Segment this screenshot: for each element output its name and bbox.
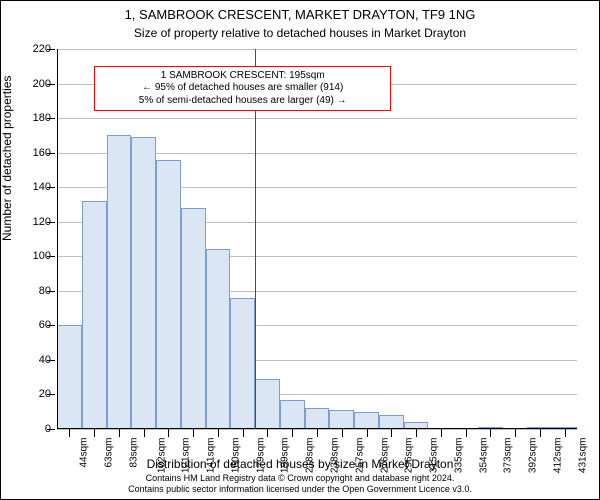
gridline <box>57 49 577 50</box>
footer-line-2: Contains public sector information licen… <box>1 484 599 495</box>
annotation-line: ← 95% of detached houses are smaller (91… <box>101 82 384 95</box>
bar <box>305 408 330 429</box>
x-tick <box>218 429 219 437</box>
annotation-line: 1 SAMBROOK CRESCENT: 195sqm <box>101 70 384 83</box>
y-tick-label: 60 <box>21 319 51 331</box>
x-tick <box>292 429 293 437</box>
y-axis <box>57 49 58 429</box>
x-tick <box>441 429 442 437</box>
bar <box>131 137 156 429</box>
y-tick-label: 200 <box>21 78 51 90</box>
bar <box>280 400 305 429</box>
y-tick-label: 100 <box>21 250 51 262</box>
x-tick <box>317 429 318 437</box>
x-tick <box>267 429 268 437</box>
bar <box>181 208 206 429</box>
bar <box>82 201 107 429</box>
footer-line-1: Contains HM Land Registry data © Crown c… <box>1 473 599 484</box>
y-tick-label: 20 <box>21 388 51 400</box>
bar <box>329 410 354 429</box>
x-tick <box>168 429 169 437</box>
x-tick <box>466 429 467 437</box>
gridline <box>57 118 577 119</box>
y-tick-label: 180 <box>21 112 51 124</box>
bar <box>206 249 231 429</box>
bar <box>379 415 404 429</box>
footer: Contains HM Land Registry data © Crown c… <box>1 473 599 495</box>
x-tick <box>193 429 194 437</box>
x-tick <box>94 429 95 437</box>
bar <box>156 160 181 429</box>
bar <box>57 325 82 429</box>
y-tick-label: 40 <box>21 354 51 366</box>
x-tick <box>391 429 392 437</box>
x-tick <box>243 429 244 437</box>
annotation-line: 5% of semi-detached houses are larger (4… <box>101 95 384 108</box>
x-tick <box>69 429 70 437</box>
bar <box>107 135 132 429</box>
y-tick-label: 0 <box>21 423 51 435</box>
x-tick <box>565 429 566 437</box>
x-tick <box>367 429 368 437</box>
y-axis-title: Number of detached properties <box>0 76 14 241</box>
x-tick <box>342 429 343 437</box>
chart-subtitle: Size of property relative to detached ho… <box>1 26 599 40</box>
annotation-box: 1 SAMBROOK CRESCENT: 195sqm← 95% of deta… <box>94 66 391 112</box>
x-tick <box>416 429 417 437</box>
x-tick <box>119 429 120 437</box>
y-tick-label: 80 <box>21 285 51 297</box>
bar <box>354 412 379 429</box>
bar <box>255 379 280 429</box>
x-tick <box>515 429 516 437</box>
x-axis-title: Distribution of detached houses by size … <box>1 457 599 471</box>
y-tick-label: 220 <box>21 43 51 55</box>
bar <box>230 298 255 429</box>
y-tick-label: 120 <box>21 216 51 228</box>
x-tick <box>490 429 491 437</box>
y-tick-label: 140 <box>21 181 51 193</box>
chart-title: 1, SAMBROOK CRESCENT, MARKET DRAYTON, TF… <box>1 7 599 24</box>
plot-area: 02040608010012014016018020022044sqm63sqm… <box>57 49 577 429</box>
x-tick <box>144 429 145 437</box>
x-tick <box>540 429 541 437</box>
y-tick-label: 160 <box>21 147 51 159</box>
